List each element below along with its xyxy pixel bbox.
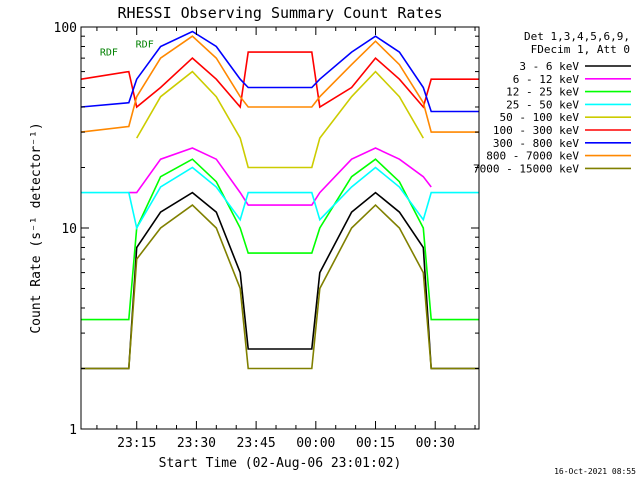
series-line-6 bbox=[80, 30, 479, 113]
legend-label-2: 12 - 25 keV bbox=[506, 86, 579, 99]
legend-header-line-2: FDecim 1, Att 0 bbox=[531, 43, 630, 56]
legend-label-3: 25 - 50 keV bbox=[506, 98, 579, 111]
legend-label-0: 3 - 6 keV bbox=[519, 60, 579, 73]
timestamp: 16-Oct-2021 08:55 bbox=[554, 467, 636, 476]
x-axis-label: Start Time (02-Aug-06 23:01:02) bbox=[159, 456, 402, 471]
y-tick-label-0: 1 bbox=[69, 423, 77, 438]
legend-label-6: 300 - 800 keV bbox=[493, 137, 579, 150]
series-line-0 bbox=[81, 191, 479, 370]
annotation-1: RDF bbox=[136, 40, 154, 51]
x-tick-label-5: 00:30 bbox=[416, 436, 455, 451]
x-tick-label-0: 23:15 bbox=[117, 436, 156, 451]
legend-label-1: 6 - 12 keV bbox=[513, 73, 580, 86]
y-axis-label: Count Rate (s⁻¹ detector⁻¹) bbox=[29, 122, 44, 333]
annotation-0: RDF bbox=[100, 48, 118, 59]
axis-ticks: 23:15 23:30 23:45 00:00 00:15 00:30 1 10 100 bbox=[54, 21, 479, 451]
x-tick-label-1: 23:30 bbox=[177, 436, 216, 451]
y-tick-label-1: 10 bbox=[61, 222, 77, 237]
series-line-7 bbox=[80, 35, 479, 133]
series-line-1 bbox=[128, 147, 432, 206]
legend-label-7: 800 - 7000 keV bbox=[486, 150, 579, 163]
legend-label-8: 7000 - 15000 keV bbox=[473, 162, 579, 175]
x-tick-label-2: 23:45 bbox=[237, 436, 276, 451]
x-tick-label-3: 00:00 bbox=[296, 436, 335, 451]
legend-label-4: 50 - 100 keV bbox=[500, 111, 580, 124]
series-line-2 bbox=[81, 158, 479, 321]
y-tick-label-2: 100 bbox=[54, 21, 77, 36]
legend-header-line-1: Det 1,3,4,5,6,9, bbox=[524, 30, 630, 43]
series-line-3 bbox=[81, 166, 479, 231]
chart-title: RHESSI Observing Summary Count Rates bbox=[117, 4, 442, 22]
chart-marks: RDF RDF bbox=[80, 30, 479, 370]
series-line-5 bbox=[80, 51, 479, 109]
series-line-8 bbox=[81, 203, 479, 370]
series-line-4 bbox=[136, 70, 424, 169]
x-tick-label-4: 00:15 bbox=[356, 436, 395, 451]
legend-label-5: 100 - 300 keV bbox=[493, 124, 579, 137]
